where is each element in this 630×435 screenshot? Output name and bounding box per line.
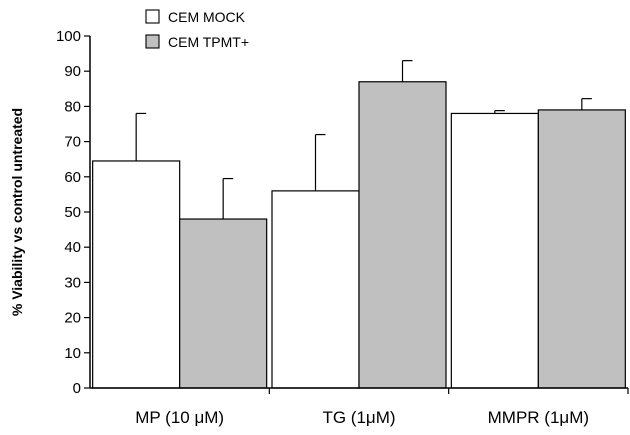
legend-swatch [145, 34, 160, 49]
y-tick-label: 90 [64, 63, 81, 80]
axes-layer: 0 10 20 30 40 50 60 70 80 90 100 MP (10 μM) TG (1μM)… [56, 28, 629, 427]
legend-label: CEM MOCK [168, 9, 246, 25]
y-tick-label: 60 [64, 169, 81, 186]
bar [179, 218, 268, 389]
x-tick-label: MMPR (1μM) [488, 408, 589, 427]
bar [271, 190, 360, 389]
error-bars-layer [135, 60, 592, 220]
y-tick-label: 40 [64, 239, 81, 256]
legend-label: CEM TPMT+ [168, 34, 249, 50]
bar [92, 160, 181, 389]
x-tick-label: TG (1μM) [322, 408, 395, 427]
bar [450, 112, 539, 389]
x-tick-label: MP (10 μM) [135, 408, 224, 427]
y-tick-label: 50 [64, 204, 81, 221]
y-tick-label: 0 [73, 380, 81, 397]
y-tick-label: 10 [64, 345, 81, 362]
bar [358, 81, 447, 389]
legend: CEM MOCK CEM TPMT+ [145, 9, 249, 50]
bars-layer [92, 81, 626, 389]
y-tick-label: 20 [64, 310, 81, 327]
y-tick-label: 70 [64, 134, 81, 151]
y-axis-label: % Viability vs control untreated [9, 108, 25, 316]
bar [537, 109, 626, 389]
legend-swatch [145, 9, 160, 24]
y-tick-label: 30 [64, 274, 81, 291]
y-tick-label: 100 [56, 28, 81, 45]
y-tick-label: 80 [64, 98, 81, 115]
